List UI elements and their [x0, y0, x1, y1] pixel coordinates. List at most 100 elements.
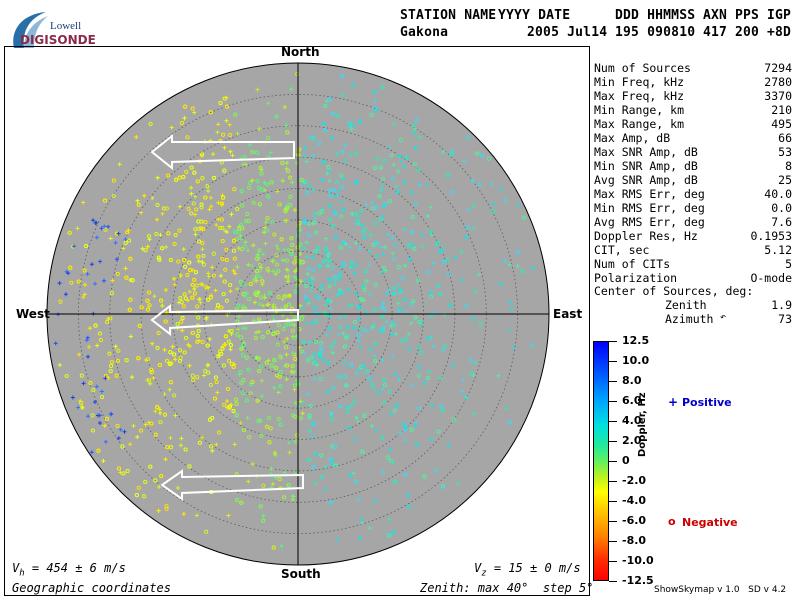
positive-symbol: + [668, 395, 679, 409]
negative-source [289, 252, 294, 257]
positive-source [131, 423, 136, 428]
negative-source [278, 354, 283, 359]
negative-source [303, 294, 308, 299]
negative-source [330, 265, 335, 270]
negative-source [351, 122, 356, 128]
stat-label: Max Range, km [594, 117, 685, 131]
negative-source [104, 416, 110, 421]
positive-source [163, 457, 168, 462]
negative-source [245, 212, 250, 217]
negative-source [253, 290, 258, 295]
negative-source [359, 208, 364, 213]
negative-source [109, 363, 114, 368]
positive-source [289, 369, 294, 374]
positive-source [160, 211, 165, 216]
negative-source [176, 259, 181, 264]
negative-source [373, 341, 378, 346]
positive-source [411, 130, 416, 135]
negative-source [203, 369, 208, 374]
positive-source [516, 202, 521, 207]
positive-source [339, 265, 344, 269]
negative-source [278, 370, 283, 375]
negative-source [323, 103, 328, 108]
negative-source [128, 297, 133, 302]
negative-source [155, 345, 160, 350]
negative-source [397, 289, 403, 294]
negative-source [319, 349, 324, 354]
negative-source [477, 182, 482, 187]
negative-source [311, 465, 316, 470]
positive-source [102, 423, 107, 428]
negative-source [306, 183, 311, 188]
negative-source [275, 330, 280, 335]
negative-source [239, 380, 244, 385]
stat-value: 495 [771, 117, 792, 131]
negative-source [223, 267, 228, 272]
negative-source [429, 294, 434, 299]
stat-label: Min Range, km [594, 103, 685, 117]
vz-value: = 15 ± 0 m/s [486, 561, 581, 575]
stat-row: Max RMS Err, deg 40.0 [594, 187, 792, 201]
negative-source [380, 314, 385, 319]
negative-source [225, 386, 230, 392]
negative-source [255, 398, 260, 403]
stat-label: Num of Sources [594, 61, 691, 75]
positive-source [128, 334, 133, 339]
positive-source [391, 291, 396, 296]
stat-row: Avg SNR Amp, dB 25 [594, 173, 792, 187]
negative-source [271, 545, 276, 550]
positive-source [348, 265, 353, 270]
negative-source [392, 285, 397, 291]
positive-source [172, 276, 177, 281]
positive-source [462, 158, 467, 163]
positive-source [504, 406, 509, 411]
positive-source [471, 203, 476, 208]
positive-source [347, 245, 352, 250]
positive-source [82, 292, 87, 297]
positive-source [262, 225, 267, 230]
coordinate-system-label: Geographic coordinates [12, 581, 171, 595]
negative-source [93, 323, 98, 328]
positive-source [139, 210, 143, 215]
negative-source [374, 108, 379, 113]
positive-source [356, 497, 361, 502]
positive-source [388, 447, 393, 452]
negative-source [356, 333, 361, 338]
negative-source [446, 272, 451, 277]
negative-source [266, 194, 271, 199]
negative-source [185, 273, 190, 278]
negative-source [124, 275, 129, 280]
negative-source [156, 255, 161, 260]
negative-source [319, 340, 324, 345]
positive-source [224, 229, 229, 234]
positive-source [451, 363, 456, 368]
positive-source [361, 298, 366, 303]
negative-source [254, 150, 259, 155]
negative-source [486, 156, 492, 161]
header-value-axn: 417 [703, 25, 728, 40]
negative-source [234, 498, 240, 503]
positive-source [145, 244, 150, 249]
positive-source [459, 249, 464, 254]
negative-source [205, 184, 210, 189]
colorbar-tick-mark [609, 521, 617, 522]
negative-source [344, 333, 350, 338]
positive-source [386, 232, 391, 237]
positive-source [87, 326, 92, 331]
negative-source [436, 283, 441, 288]
negative-source [404, 155, 409, 160]
positive-source [235, 265, 240, 270]
negative-source [159, 298, 164, 303]
logo-lowell-text: Lowell [50, 20, 82, 32]
positive-source [349, 402, 354, 407]
negative-source [330, 344, 335, 349]
negative-source [277, 477, 282, 482]
negative-source [426, 270, 431, 275]
positive-source [57, 281, 62, 286]
negative-source [195, 375, 200, 380]
negative-source [301, 340, 306, 345]
positive-source [81, 200, 86, 205]
positive-source [396, 301, 401, 306]
positive-source [391, 251, 395, 256]
positive-source [380, 270, 384, 274]
